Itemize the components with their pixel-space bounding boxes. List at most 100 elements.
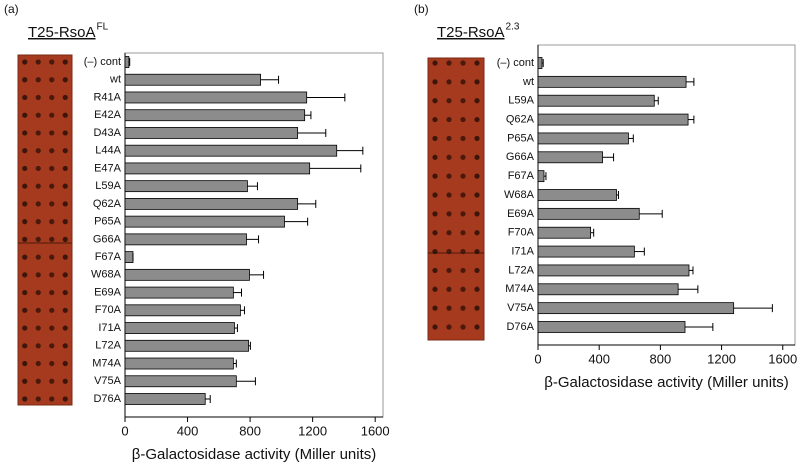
category-label: L59A (508, 95, 534, 107)
plate-spot (35, 130, 41, 136)
category-label: R41A (93, 91, 121, 103)
category-label: F67A (508, 170, 535, 182)
plate-spot (446, 286, 452, 292)
plate-spot (432, 211, 438, 217)
plate-spot (474, 211, 480, 217)
plate-spot (474, 192, 480, 198)
plate-spot (49, 396, 55, 402)
plate-spot (22, 289, 28, 296)
bar (537, 75, 687, 88)
category-label: L72A (95, 340, 121, 352)
bar (124, 268, 250, 281)
plate-spot (460, 60, 466, 66)
bar (537, 189, 617, 201)
title-superscript: 2.3 (506, 22, 520, 33)
plate-spot (474, 267, 480, 274)
plate-spot (474, 79, 480, 85)
plate-spot (62, 219, 68, 225)
plate-spot (474, 135, 480, 142)
plate-spot (446, 324, 452, 330)
plate-spot (22, 183, 28, 189)
plate-spot (22, 343, 28, 349)
x-axis-label: β-Galactosidase activity (Miller units) (132, 446, 377, 463)
plate-image (427, 57, 485, 341)
plate-spot (49, 289, 55, 296)
plate-spot (460, 79, 466, 85)
plate-spot (49, 201, 55, 207)
category-label: E47A (94, 162, 122, 174)
plate-spot (446, 79, 452, 85)
plate-spot (62, 254, 68, 260)
bar (124, 233, 247, 246)
category-label: V75A (507, 302, 535, 314)
bar (124, 339, 249, 352)
plate-spot (22, 378, 28, 384)
bar (124, 215, 285, 228)
plate-spot (460, 324, 466, 330)
bar (124, 162, 311, 175)
x-tick-label: 1600 (768, 351, 797, 366)
plate-spot (432, 305, 438, 311)
plate-spot (35, 165, 41, 172)
plate-spot (460, 173, 466, 179)
plate-spot (460, 230, 466, 236)
bar (124, 127, 299, 139)
plate-spot (35, 307, 41, 313)
plate-spot (22, 130, 28, 136)
x-tick-label: 1200 (298, 423, 327, 438)
plate-spot (49, 360, 55, 367)
plate-spot (432, 173, 438, 179)
plate-spot (460, 135, 466, 142)
bar (537, 207, 640, 220)
plate-spot (432, 248, 438, 255)
plate-spot (49, 236, 55, 242)
bar (124, 197, 299, 210)
plate-spot (474, 60, 480, 66)
bar (124, 109, 306, 122)
bar (537, 321, 686, 333)
plate-spot (460, 248, 466, 255)
x-tick-label: 800 (239, 423, 261, 438)
plate-spot (49, 165, 55, 172)
plate-spot (460, 98, 466, 104)
plate-spot (432, 324, 438, 330)
category-label: (–) cont (497, 57, 534, 69)
category-label: F67A (95, 251, 122, 263)
panel-label: (b) (414, 2, 429, 16)
category-label: F70A (95, 304, 122, 316)
x-tick-label: 800 (650, 351, 672, 366)
x-tick-label: 400 (177, 423, 199, 438)
plate-spot (35, 360, 41, 367)
plate-spot (49, 254, 55, 260)
x-tick-label: 1200 (707, 351, 736, 366)
plate-spot (460, 286, 466, 292)
plate-spot (35, 77, 41, 83)
plate-spot (49, 183, 55, 189)
plate-spot (460, 211, 466, 217)
plate-spot (35, 343, 41, 349)
plate-spot (446, 98, 452, 104)
category-label: L72A (508, 264, 534, 276)
plate-spot (432, 286, 438, 292)
category-label: Q62A (506, 113, 535, 125)
plate-spot (35, 201, 41, 207)
category-label: L44A (95, 145, 121, 157)
category-label: (–) cont (84, 56, 121, 68)
plate-spot (62, 325, 68, 331)
plate-spot (49, 77, 55, 83)
plate-spot (35, 378, 41, 384)
plate-spot (62, 148, 68, 154)
plate-spot (432, 98, 438, 104)
bar (537, 94, 655, 107)
plate-spot (446, 305, 452, 311)
plate-spot (432, 154, 438, 160)
bar (537, 170, 545, 183)
plate-spot (49, 148, 55, 154)
plate-spot (22, 360, 28, 367)
plate-spot (446, 135, 452, 142)
plate-spot (446, 267, 452, 274)
panel-label: (a) (4, 2, 19, 16)
x-axis-label: β-Galactosidase activity (Miller units) (544, 374, 789, 391)
bar (537, 57, 543, 69)
